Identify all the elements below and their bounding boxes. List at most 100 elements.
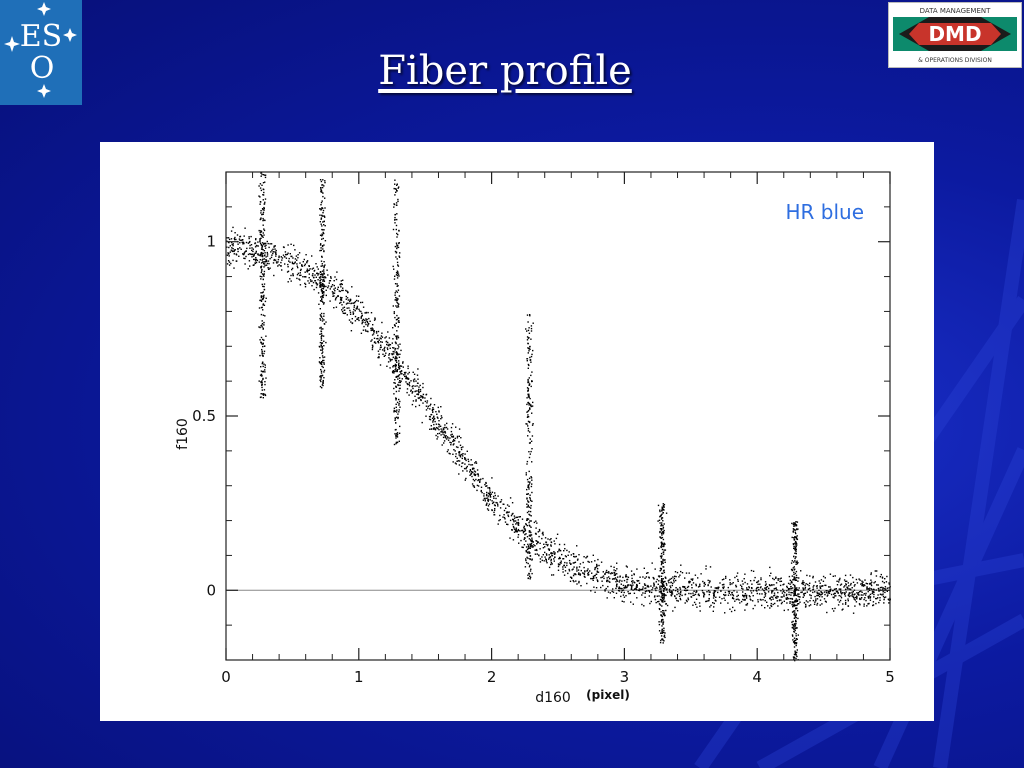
- column-scatter-point: [262, 219, 264, 222]
- profile-point: [565, 556, 567, 558]
- column-scatter-point: [395, 337, 398, 339]
- profile-point: [869, 583, 871, 585]
- profile-point: [647, 586, 650, 588]
- profile-point: [494, 492, 496, 494]
- profile-point: [348, 302, 350, 304]
- profile-point: [547, 543, 549, 546]
- profile-point: [391, 358, 393, 361]
- column-scatter-point: [661, 632, 663, 634]
- column-scatter-point: [395, 299, 397, 301]
- profile-point: [780, 599, 782, 601]
- profile-point: [414, 390, 416, 393]
- profile-point: [768, 584, 771, 586]
- profile-point: [465, 477, 467, 480]
- profile-point: [355, 299, 358, 302]
- column-scatter-point: [663, 634, 666, 636]
- profile-point: [674, 606, 676, 609]
- profile-point: [786, 598, 789, 600]
- profile-point: [399, 353, 401, 355]
- profile-point: [732, 606, 734, 609]
- column-scatter-point: [396, 306, 398, 308]
- profile-point: [455, 426, 457, 428]
- column-scatter-point: [322, 291, 325, 293]
- profile-point: [614, 578, 616, 580]
- profile-point: [258, 254, 260, 256]
- profile-point: [429, 416, 431, 418]
- profile-point: [643, 605, 645, 607]
- profile-point: [437, 423, 440, 425]
- profile-point: [515, 516, 517, 519]
- profile-point: [644, 592, 646, 594]
- profile-point: [297, 272, 300, 275]
- profile-point: [473, 473, 475, 476]
- column-scatter-point: [323, 220, 325, 223]
- column-scatter-point: [529, 543, 532, 546]
- profile-point: [395, 356, 397, 359]
- column-scatter-point: [323, 371, 325, 373]
- column-scatter-point: [325, 341, 327, 344]
- profile-point: [679, 574, 681, 576]
- profile-point: [794, 586, 796, 588]
- profile-point: [680, 570, 682, 573]
- column-scatter-point: [322, 231, 324, 234]
- profile-point: [731, 592, 733, 594]
- profile-point: [458, 441, 460, 443]
- profile-point: [433, 404, 436, 406]
- column-scatter-point: [794, 659, 796, 662]
- profile-point: [358, 310, 361, 312]
- profile-point: [417, 390, 420, 392]
- profile-point: [460, 437, 462, 439]
- profile-point: [299, 274, 301, 277]
- profile-point: [462, 446, 464, 448]
- profile-point: [398, 356, 401, 358]
- column-scatter-point: [397, 265, 400, 267]
- profile-point: [515, 520, 517, 522]
- column-scatter-point: [791, 601, 794, 604]
- column-scatter-point: [659, 588, 661, 590]
- profile-point: [647, 584, 649, 587]
- column-scatter-point: [526, 423, 528, 425]
- column-scatter-point: [398, 411, 400, 413]
- column-scatter-point: [527, 501, 530, 503]
- profile-point: [724, 612, 726, 614]
- column-scatter-point: [320, 190, 322, 192]
- column-scatter-point: [797, 580, 799, 582]
- profile-point: [364, 329, 367, 331]
- profile-point: [383, 347, 385, 350]
- column-scatter-point: [661, 638, 663, 640]
- profile-point: [446, 450, 449, 453]
- profile-point: [319, 277, 321, 279]
- profile-point: [829, 589, 831, 591]
- profile-point: [550, 545, 552, 547]
- column-scatter-point: [260, 296, 263, 299]
- column-scatter-point: [530, 507, 532, 509]
- profile-point: [766, 601, 768, 603]
- profile-point: [691, 584, 693, 586]
- profile-point: [306, 271, 309, 273]
- column-scatter-point: [264, 369, 266, 371]
- profile-point: [550, 552, 552, 555]
- profile-point: [591, 577, 593, 580]
- column-scatter-point: [793, 623, 796, 625]
- column-scatter-point: [322, 356, 324, 359]
- profile-point: [874, 570, 876, 572]
- profile-point: [683, 586, 685, 588]
- profile-point: [564, 555, 567, 557]
- column-scatter-point: [661, 621, 663, 623]
- profile-point: [615, 592, 618, 594]
- profile-point: [228, 246, 230, 249]
- column-scatter-point: [659, 555, 662, 557]
- profile-point: [631, 574, 633, 577]
- profile-point: [587, 568, 589, 570]
- column-scatter-point: [794, 557, 796, 560]
- profile-point: [255, 238, 257, 241]
- profile-point: [611, 590, 613, 593]
- profile-point: [790, 580, 793, 583]
- profile-point: [478, 479, 480, 481]
- profile-point: [449, 453, 451, 455]
- profile-point: [653, 585, 655, 587]
- profile-point: [595, 587, 598, 589]
- profile-point: [327, 285, 330, 287]
- column-scatter-point: [261, 259, 263, 261]
- profile-point: [671, 593, 673, 595]
